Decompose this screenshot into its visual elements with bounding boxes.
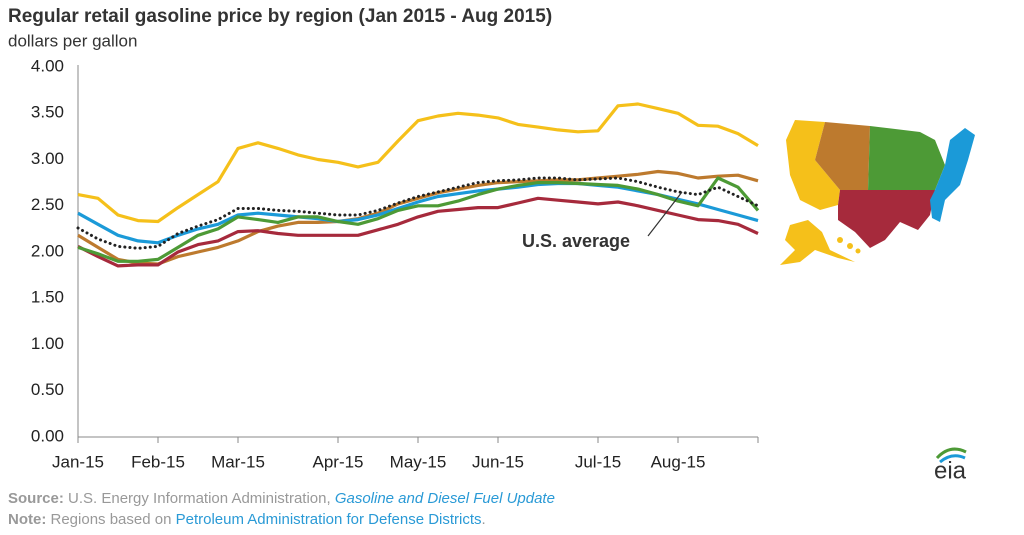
y-tick-label: 1.00 bbox=[31, 334, 64, 353]
y-tick-label: 0.00 bbox=[31, 426, 64, 445]
map-rocky bbox=[815, 122, 870, 190]
series-line bbox=[77, 176, 760, 263]
annotation-leader bbox=[647, 191, 683, 237]
map-hawaii bbox=[837, 237, 843, 243]
x-tick-label: Aug-15 bbox=[651, 452, 706, 471]
x-tick-label: Jun-15 bbox=[472, 452, 524, 471]
map-alaska bbox=[780, 220, 855, 265]
logo-text: eia bbox=[934, 457, 967, 484]
x-tick-label: Apr-15 bbox=[312, 452, 363, 471]
logo-arc bbox=[935, 447, 967, 460]
logo-arc bbox=[939, 454, 966, 464]
average-line bbox=[76, 176, 760, 250]
y-tick-label: 2.50 bbox=[31, 195, 64, 214]
map-hawaii bbox=[847, 243, 853, 249]
y-tick-label: 0.50 bbox=[31, 380, 64, 399]
y-tick-label: 1.50 bbox=[31, 288, 64, 307]
note-link[interactable]: Petroleum Administration for Defense Dis… bbox=[176, 511, 482, 528]
series-line bbox=[77, 102, 759, 224]
x-tick-label: Jan-15 bbox=[52, 452, 104, 471]
note-line: Note: Regions based on Petroleum Adminis… bbox=[8, 511, 486, 528]
chart-subtitle: dollars per gallon bbox=[8, 31, 137, 50]
map-hawaii bbox=[855, 248, 861, 254]
y-tick-label: 3.00 bbox=[31, 149, 64, 168]
x-tick-label: Feb-15 bbox=[131, 452, 185, 471]
x-tick-label: Mar-15 bbox=[211, 452, 265, 471]
eia-logo: eia bbox=[934, 447, 967, 484]
map-midwest bbox=[868, 126, 945, 190]
y-tick-label: 4.00 bbox=[31, 56, 64, 75]
note-text: Regions based on bbox=[46, 511, 175, 528]
source-link[interactable]: Gasoline and Diesel Fuel Update bbox=[335, 490, 555, 507]
map-east bbox=[930, 128, 975, 222]
chart-title: Regular retail gasoline price by region … bbox=[8, 6, 552, 27]
region-map bbox=[780, 120, 975, 265]
series-annotation: U.S. average bbox=[522, 231, 630, 251]
series-line bbox=[77, 169, 759, 266]
series-line bbox=[77, 196, 759, 268]
source-label: Source: bbox=[8, 490, 64, 507]
source-line: Source: U.S. Energy Information Administ… bbox=[8, 490, 555, 507]
x-tick-label: Jul-15 bbox=[575, 452, 621, 471]
note-tail: . bbox=[482, 511, 486, 528]
map-west bbox=[786, 120, 840, 210]
source-text: U.S. Energy Information Administration, bbox=[64, 490, 335, 507]
note-label: Note: bbox=[8, 511, 46, 528]
map-gulf bbox=[838, 190, 935, 248]
x-tick-label: May-15 bbox=[390, 452, 447, 471]
y-tick-label: 2.00 bbox=[31, 241, 64, 260]
y-tick-label: 3.50 bbox=[31, 103, 64, 122]
